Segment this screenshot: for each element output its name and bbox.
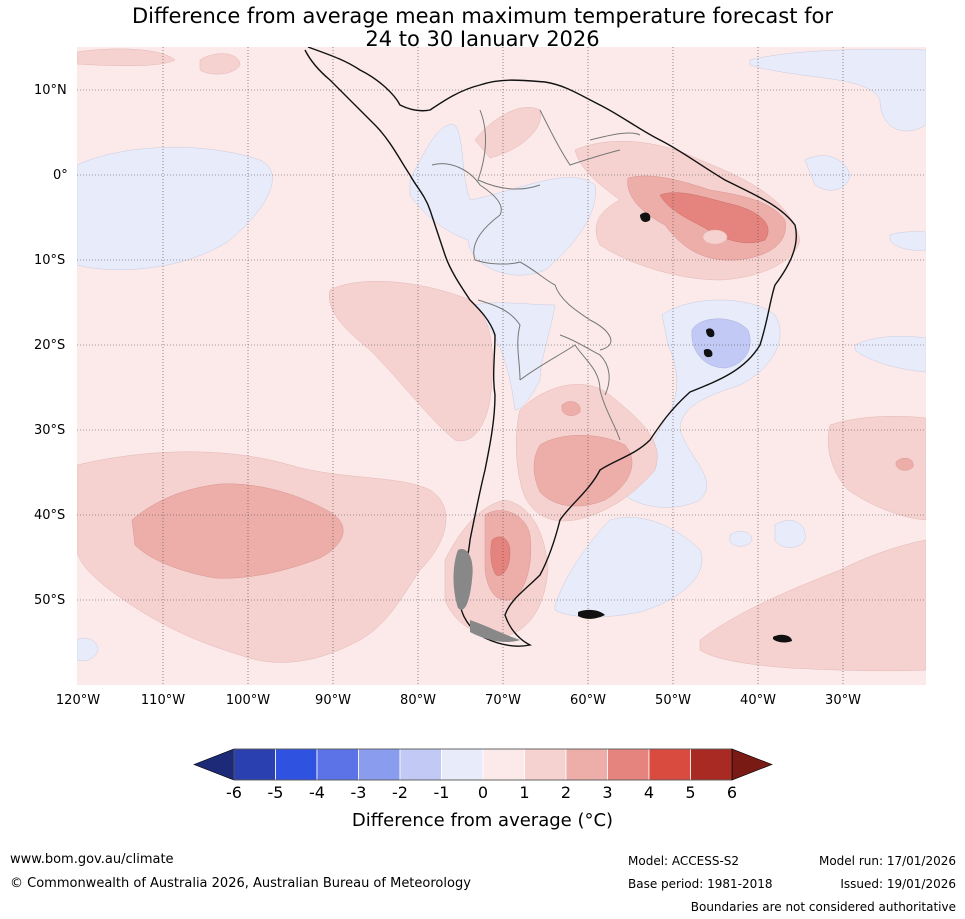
lon-label: 70°W	[485, 693, 521, 708]
footer-model-run: Model run: 17/01/2026	[818, 854, 956, 868]
colorbar-swatch	[441, 748, 484, 781]
small-core-patch	[561, 401, 581, 416]
small-cool-patch	[774, 520, 806, 548]
colorbar	[193, 748, 773, 781]
colorbar-tick-label: -6	[226, 783, 242, 802]
lat-label: 20°S	[34, 338, 66, 353]
small-cool-patch	[77, 637, 99, 661]
equatorial-cool-zone	[409, 124, 596, 276]
map-title-line-1: Difference from average mean maximum tem…	[132, 4, 833, 28]
lon-label: 90°W	[315, 693, 351, 708]
coastline	[304, 47, 797, 647]
colorbar-tick-label: 6	[726, 783, 738, 802]
pacific-cool-zone	[77, 147, 273, 270]
colorbar-swatch	[648, 748, 691, 781]
lon-label: 80°W	[400, 693, 436, 708]
colorbar-swatch	[233, 748, 276, 781]
patagonia-hot-core-3-4	[490, 536, 511, 576]
lon-label: 50°W	[655, 693, 691, 708]
colorbar-swatch	[607, 748, 650, 781]
small-cool-patch	[889, 231, 926, 251]
colorbar-tick-label: -5	[267, 783, 284, 802]
lon-label: 110°W	[140, 693, 186, 708]
colorbar-tick-label: 4	[643, 783, 655, 802]
colorbar-swatch	[316, 748, 359, 781]
colorbar-tick-label: 5	[685, 783, 696, 802]
footer-copyright: © Commonwealth of Australia 2026, Austra…	[10, 876, 471, 891]
lon-label: 60°W	[570, 693, 606, 708]
lat-label: 40°S	[34, 508, 66, 523]
country-borders	[431, 109, 641, 441]
map-title-line-2: 24 to 30 January 2026	[365, 27, 600, 51]
footer-url[interactable]: www.bom.gov.au/climate	[10, 852, 174, 867]
footer-model: Model: ACCESS-S2	[628, 854, 740, 868]
colorbar-label: Difference from average (°C)	[351, 810, 614, 831]
colorbar-tick-label: -4	[309, 783, 325, 802]
lat-label: 0°	[53, 168, 68, 183]
colorbar-swatch	[358, 748, 401, 781]
lon-label: 120°W	[55, 693, 101, 708]
colorbar-swatch	[565, 748, 608, 781]
small-warm-patch	[199, 53, 241, 75]
colorbar-tick-label: -2	[392, 783, 408, 802]
pacific-warm-core-2-3	[131, 483, 344, 579]
graticule	[77, 47, 926, 685]
colorbar-swatch	[275, 748, 318, 781]
colorbar-swatch	[524, 748, 567, 781]
colorbar-under-arrow	[193, 748, 235, 781]
footer-issued: Issued: 19/01/2026	[840, 877, 956, 891]
lat-label: 10°S	[34, 253, 66, 268]
colorbar-tick-label: -1	[433, 783, 450, 802]
islands	[578, 212, 792, 643]
colorbar-tick-label: 3	[602, 783, 613, 802]
lon-label: 30°W	[825, 693, 861, 708]
colorbar-swatch	[482, 748, 525, 781]
lon-label: 40°W	[740, 693, 776, 708]
footer-disclaimer: Boundaries are not considered authoritat…	[690, 900, 956, 914]
east-atlantic-warm-zone	[827, 416, 926, 521]
small-core-patch	[895, 457, 914, 471]
lat-label: 50°S	[34, 593, 66, 608]
lat-label: 10°N	[34, 83, 67, 98]
footer-base-period: Base period: 1981-2018	[628, 877, 773, 891]
hot-core-hole	[702, 229, 728, 245]
colorbar-tick-label: 0	[477, 783, 489, 802]
la-plata-core-2-3	[533, 435, 633, 507]
colorbar-tick-label: 2	[560, 783, 572, 802]
small-cool-patch	[729, 531, 753, 547]
lat-label: 30°S	[34, 423, 66, 438]
colorbar-tick-label: 1	[519, 783, 530, 802]
se-pacific-warm-zone	[328, 281, 493, 442]
patagonian-archipelago	[453, 549, 520, 643]
small-warm-patch	[77, 48, 176, 67]
colorbar-tick-label: -3	[350, 783, 367, 802]
lon-label: 100°W	[225, 693, 271, 708]
colorbar-over-arrow	[731, 748, 773, 781]
colorbar-outline	[233, 748, 733, 781]
ne-brazil-hot-core-3-4	[659, 192, 769, 244]
south-atlantic-warm-zone	[699, 539, 926, 672]
argentine-sea-cool-zone	[554, 517, 703, 618]
colorbar-swatch	[690, 748, 733, 781]
colorbar-swatch	[399, 748, 442, 781]
atlantic-cool-zone-north	[749, 49, 926, 132]
andes-cool-strip	[474, 302, 556, 411]
small-cool-patch	[804, 155, 851, 191]
